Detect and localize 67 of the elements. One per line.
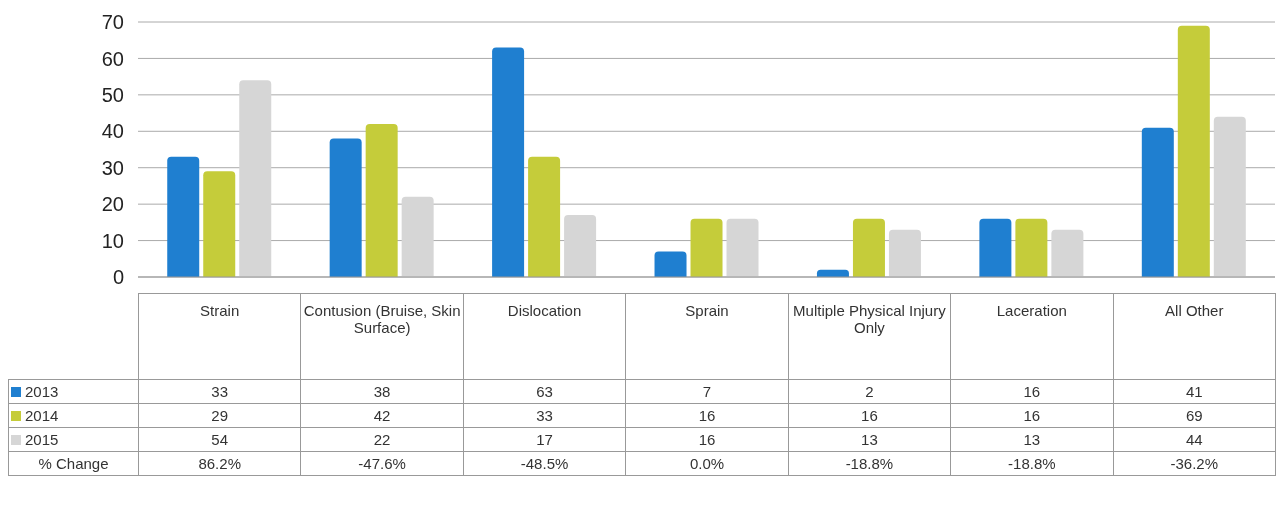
text: 86.2%	[138, 451, 301, 476]
bar	[564, 215, 597, 277]
data-label: 13	[950, 427, 1114, 452]
data-label: 54	[138, 427, 301, 452]
data-label: 16	[950, 403, 1114, 428]
bar	[329, 138, 362, 277]
bar	[1141, 127, 1174, 277]
bar	[852, 218, 885, 277]
bar	[726, 218, 759, 277]
x-tick-label: Sprain	[625, 293, 789, 380]
x-tick-label: All Other	[1113, 293, 1276, 380]
y-tick-label: 70	[101, 11, 124, 34]
text: -47.6%	[300, 451, 464, 476]
data-label: 69	[1113, 403, 1276, 428]
bar	[203, 171, 236, 277]
data-label: 42	[300, 403, 464, 428]
data-label: 13	[788, 427, 951, 452]
legend-label: 2014	[8, 403, 139, 428]
data-label: 2	[788, 379, 951, 404]
bar	[1213, 116, 1246, 277]
data-label: 16	[950, 379, 1114, 404]
bar	[654, 251, 687, 277]
bar	[979, 218, 1012, 277]
x-tick-label: Dislocation	[463, 293, 626, 380]
y-tick-label: 30	[101, 156, 124, 179]
x-tick-label: Laceration	[950, 293, 1114, 380]
data-label: 16	[625, 427, 789, 452]
text: 0.0%	[625, 451, 789, 476]
bar	[239, 80, 272, 277]
bar	[492, 47, 525, 277]
data-label: 16	[625, 403, 789, 428]
data-label: 41	[1113, 379, 1276, 404]
data-label: 17	[463, 427, 626, 452]
text: -18.8%	[788, 451, 951, 476]
y-tick-label: 20	[101, 193, 124, 216]
y-tick-label: 60	[101, 47, 124, 70]
data-label: 7	[625, 379, 789, 404]
text: -18.8%	[950, 451, 1114, 476]
data-label: 38	[300, 379, 464, 404]
x-tick-label: Strain	[138, 293, 301, 380]
y-tick-label: 0	[112, 266, 124, 289]
text: -36.2%	[1113, 451, 1276, 476]
data-label: 16	[788, 403, 951, 428]
x-tick-label: Multiple Physical Injury Only	[788, 293, 951, 380]
bar	[401, 196, 434, 277]
bar	[1177, 25, 1210, 277]
data-label: 63	[463, 379, 626, 404]
legend-label: 2013	[8, 379, 139, 404]
x-tick-label: Contusion (Bruise, Skin Surface)	[300, 293, 464, 380]
data-label: 22	[300, 427, 464, 452]
bar	[1051, 229, 1084, 277]
legend-label: 2015	[8, 427, 139, 452]
y-tick-label: 10	[101, 229, 124, 252]
bar	[167, 156, 200, 277]
data-label: 33	[138, 379, 301, 404]
bar	[1015, 218, 1048, 277]
text: -48.5%	[463, 451, 626, 476]
data-label: 44	[1113, 427, 1276, 452]
data-label: 29	[138, 403, 301, 428]
text: % Change	[8, 451, 139, 476]
bar	[888, 229, 921, 277]
data-label: 33	[463, 403, 626, 428]
y-tick-label: 40	[101, 120, 124, 143]
y-tick-label: 50	[101, 83, 124, 106]
bar	[690, 218, 723, 277]
bar	[528, 156, 561, 277]
bar	[365, 124, 398, 277]
